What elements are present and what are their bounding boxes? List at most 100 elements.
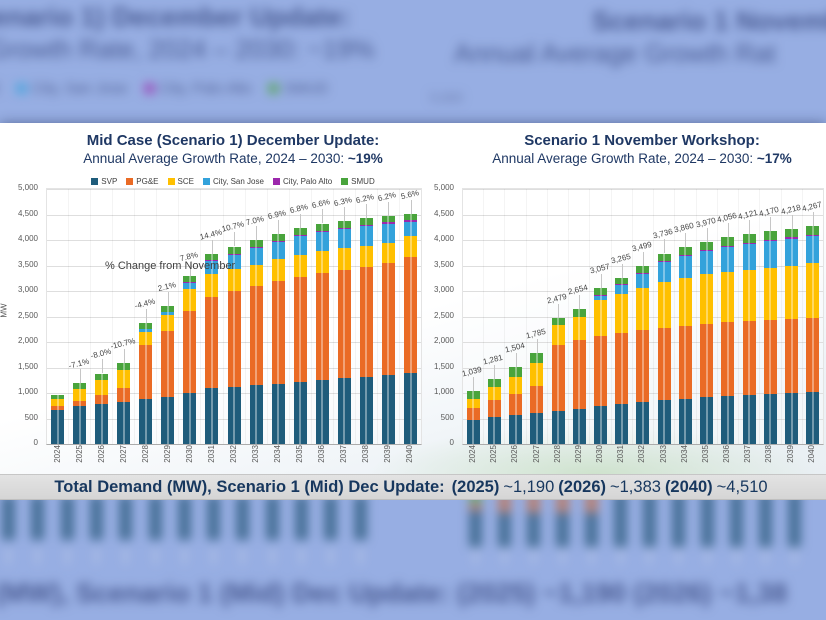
- bar-highlight-stripe: [641, 265, 644, 444]
- banner-year-2026: (2026): [558, 477, 606, 496]
- bar-segment-pg-e: [117, 387, 131, 402]
- banner-value-2026: ~1,383: [610, 477, 661, 496]
- bg-bar: [556, 493, 569, 547]
- bar-segment-sce: [763, 267, 777, 321]
- chart-nov-workshop: Scenario 1 November Workshop: Annual Ave…: [424, 123, 826, 474]
- x-axis-tick-label: 2026: [510, 445, 520, 463]
- banner-year-2025: (2025): [451, 477, 500, 496]
- bar-segment-sce: [530, 363, 544, 387]
- y-axis-tick-label: 3,000: [433, 285, 454, 294]
- x-axis-tick-label: 2032: [228, 445, 238, 463]
- bg-bar: [295, 496, 308, 540]
- bar-segment-sce: [359, 245, 373, 267]
- bg-tick-dash: [619, 548, 622, 564]
- bg-legend-swatch: [267, 83, 279, 94]
- bar-segment-pg-e: [806, 317, 820, 392]
- bar-segment-city-san-jose: [249, 248, 263, 265]
- label-leader-line: [770, 217, 772, 232]
- bar-highlight-stripe: [188, 275, 191, 444]
- bar-segment-city-san-jose: [205, 261, 219, 274]
- stacked-bar: [509, 367, 523, 444]
- x-axis-tick: 2033: [244, 445, 266, 463]
- x-axis-tick: 2035: [288, 445, 310, 463]
- bar-segment-pg-e: [466, 407, 480, 420]
- bar-column: 6.6%: [310, 189, 333, 444]
- stacked-bar: [572, 308, 586, 444]
- bar-highlight-stripe: [210, 253, 213, 444]
- bg-bar: [353, 496, 367, 540]
- bg-bar: [265, 496, 279, 540]
- bar-highlight-stripe: [514, 367, 517, 444]
- bar-segment-sce: [139, 332, 153, 346]
- x-axis-tick: 2037: [332, 445, 354, 463]
- bg-tick-dash: [561, 548, 564, 564]
- bar-segment-smud: [785, 228, 799, 238]
- y-axis-tick-label: 1,500: [433, 361, 454, 371]
- bg-tick-dash: [36, 548, 40, 564]
- bar-segment-city-palo-alto: [594, 294, 608, 296]
- bar-segment-pg-e: [183, 311, 197, 393]
- chart-title-line2-growth-rate: ~17%: [756, 151, 792, 166]
- x-axis-tick-label: 2028: [552, 445, 562, 463]
- x-axis-tick: 2025: [68, 445, 90, 463]
- bar-segment-city-san-jose: [271, 242, 285, 260]
- bar-segment-city-san-jose: [700, 250, 714, 275]
- chart-dec-update: Mid Case (Scenario 1) December Update: A…: [0, 123, 424, 474]
- bar-segment-city-san-jose: [139, 328, 153, 333]
- bar-highlight-stripe: [811, 226, 814, 444]
- bar-segment-city-palo-alto: [359, 225, 373, 227]
- bar-segment-sce: [487, 386, 501, 401]
- bar-segment-pg-e: [51, 406, 65, 411]
- stacked-bar: [487, 378, 501, 444]
- bar-data-label: 2,479: [546, 291, 568, 306]
- bar-segment-pg-e: [636, 330, 650, 403]
- label-leader-line: [278, 219, 280, 234]
- bg-tick-dash: [270, 548, 274, 564]
- bar-segment-sce: [509, 376, 523, 394]
- bar-segment-smud: [161, 305, 175, 313]
- bg-legend-swatch: [143, 83, 155, 94]
- label-leader-line: [812, 212, 814, 227]
- bar-segment-city-palo-alto: [700, 249, 714, 251]
- bar-column: 2.1%: [156, 189, 178, 444]
- bar-segment-svp: [404, 372, 418, 444]
- bar-segment-smud: [572, 308, 586, 318]
- bg-legend-item: City, Palo Alto: [143, 80, 252, 97]
- bar-segment-sce: [742, 269, 756, 322]
- bar-segment-pg-e: [315, 272, 329, 381]
- legend-swatch: [126, 178, 134, 185]
- bar-segment-smud: [73, 383, 87, 389]
- bar-segment-city-palo-alto: [271, 240, 285, 243]
- label-leader-line: [211, 239, 213, 254]
- bar-segment-city-palo-alto: [183, 282, 197, 284]
- bg-bar: [469, 493, 482, 547]
- bar-segment-sce: [117, 369, 131, 388]
- bar-highlight-stripe: [100, 373, 103, 444]
- bg-tick-dash: [241, 548, 245, 564]
- bar-column: 3,860: [674, 189, 695, 444]
- bar-segment-svp: [359, 376, 373, 444]
- x-axis-tick-label: 2034: [272, 445, 282, 463]
- legend-swatch: [91, 178, 99, 185]
- bar-segment-smud: [509, 367, 523, 377]
- y-axis-tick-label: 500: [440, 412, 454, 422]
- bar-segment-sce: [271, 259, 285, 282]
- bar-segment-city-palo-alto: [636, 273, 650, 275]
- y-axis-tick-label: 3,500: [17, 259, 38, 269]
- y-axis: 0 500 1,000 1,500 2,000 2,500 3,000 3,500 4,000 4…: [0, 184, 42, 447]
- bar-segment-city-san-jose: [806, 235, 820, 264]
- bg-bar: [2, 496, 15, 540]
- bar-segment-sce: [51, 399, 65, 407]
- bar-column: 6.2%: [354, 189, 377, 444]
- bg-tick-dash: [358, 548, 362, 564]
- bar-highlight-stripe: [166, 305, 169, 444]
- y-axis-tick-label: 4,000: [433, 234, 454, 243]
- bar-column: [47, 189, 68, 444]
- x-axis-tick: 2028: [134, 445, 156, 463]
- bar-segment-city-san-jose: [763, 241, 777, 268]
- x-axis-tick-label: 2035: [700, 445, 710, 463]
- bar-highlight-stripe: [493, 378, 496, 444]
- x-axis-tick: 2028: [547, 445, 568, 463]
- bar-segment-pg-e: [785, 319, 799, 393]
- x-axis-tick-label: 2029: [162, 445, 172, 463]
